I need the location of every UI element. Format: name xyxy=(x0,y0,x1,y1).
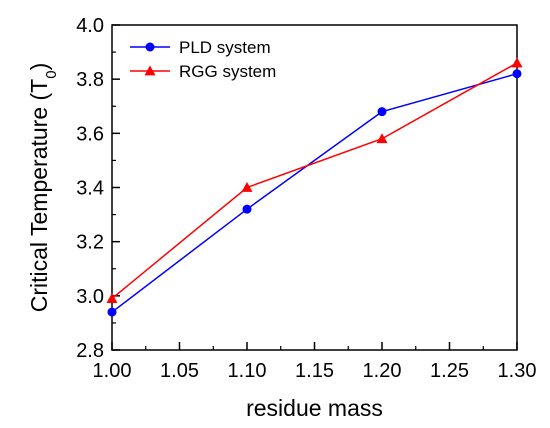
y-tick-label: 3.2 xyxy=(76,232,104,254)
data-point xyxy=(107,307,117,317)
x-tick-label: 1.00 xyxy=(93,360,132,382)
y-tick-label: 3.4 xyxy=(76,178,104,200)
legend-marker xyxy=(145,42,155,52)
y-tick-label: 2.8 xyxy=(76,340,104,362)
x-tick-label: 1.20 xyxy=(363,360,402,382)
y-axis-title-subscript: 0 xyxy=(43,70,60,78)
data-point xyxy=(242,204,252,214)
y-tick-label: 3.0 xyxy=(76,286,104,308)
legend-label: PLD system xyxy=(179,38,271,57)
legend-label: RGG system xyxy=(179,62,276,81)
data-point xyxy=(512,69,522,79)
y-axis-title: Critical Temperature (T0) xyxy=(26,63,60,313)
series-line xyxy=(111,73,518,313)
x-axis: 1.00 1.05 1.10 1.15 1.20 1.25 1.30 xyxy=(93,342,537,382)
x-tick-label: 1.25 xyxy=(430,360,469,382)
y-tick-label: 3.6 xyxy=(76,123,104,145)
series-1 xyxy=(107,69,522,317)
series-layer xyxy=(106,57,523,317)
series-line xyxy=(111,62,518,300)
y-axis: 2.8 3.0 3.2 3.4 3.6 3.8 4.0 xyxy=(76,15,120,362)
x-tick-label: 1.30 xyxy=(498,360,537,382)
y-tick-label: 3.8 xyxy=(76,69,104,91)
y-axis-title-suffix: ) xyxy=(26,63,52,71)
legend-item: PLD system xyxy=(130,38,271,57)
x-tick-label: 1.10 xyxy=(228,360,267,382)
legend-item: RGG system xyxy=(130,62,276,81)
x-tick-label: 1.15 xyxy=(295,360,334,382)
series-2 xyxy=(106,57,523,303)
data-point xyxy=(376,133,388,144)
y-axis-title-main: Critical Temperature (T xyxy=(26,79,52,312)
data-point xyxy=(106,293,118,303)
data-point xyxy=(377,107,387,117)
data-point xyxy=(511,57,523,68)
legend: PLD system RGG system xyxy=(130,38,276,81)
legend-marker xyxy=(144,65,156,76)
y-tick-label: 4.0 xyxy=(76,15,104,37)
x-tick-label: 1.05 xyxy=(160,360,199,382)
x-axis-title: residue mass xyxy=(246,395,383,421)
data-point xyxy=(241,182,253,192)
plot-frame xyxy=(111,24,518,351)
